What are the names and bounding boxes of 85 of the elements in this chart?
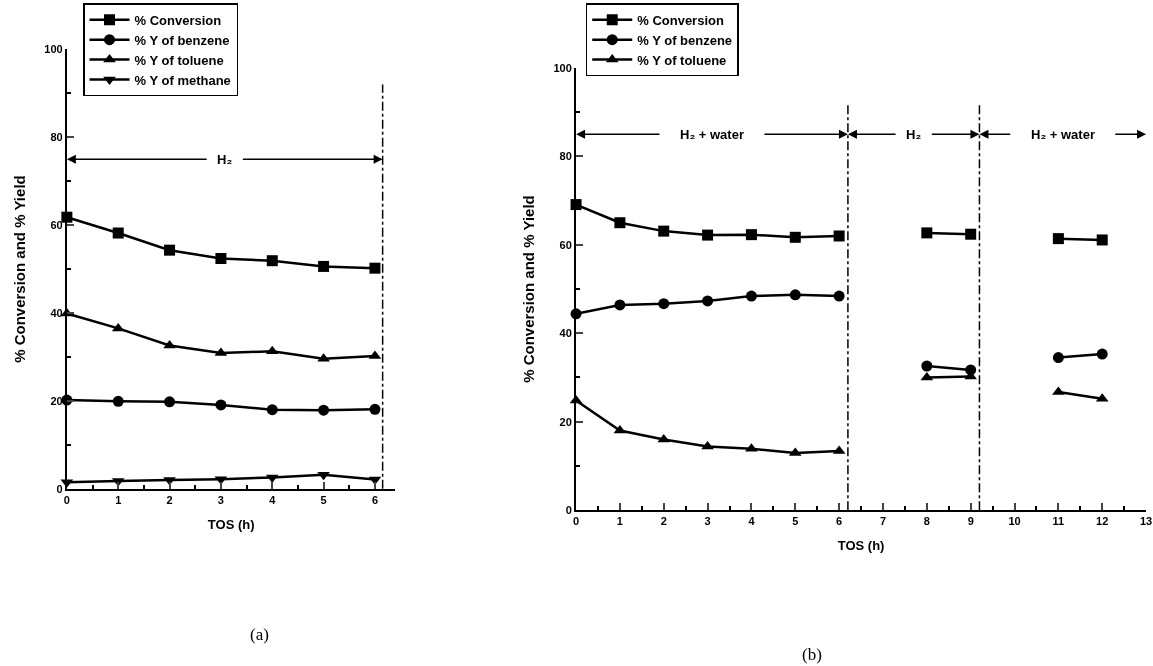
point [164,244,176,256]
y-tick-label: 20 [50,394,63,407]
x-tick-label: 3 [217,494,224,507]
y-axis-title: % Conversion and % Yield [11,175,29,363]
point [789,289,801,301]
point [318,404,330,416]
x-tick-label: 3 [704,515,711,528]
point [833,230,845,242]
point [702,229,714,241]
point [921,360,933,372]
legend-label: % Conversion [637,12,724,28]
annotation: H₂ [217,152,233,167]
legend-label: % Y of benzene [134,32,230,48]
point [111,322,125,332]
x-axis-title: TOS (h) [207,517,255,533]
annotation: H₂ [906,127,922,142]
x-tick-label: 10 [1008,515,1021,528]
x-tick-label: 0 [572,515,580,528]
x-tick-label: 1 [616,515,623,528]
y-tick-label: 80 [559,150,572,163]
point [1052,233,1064,245]
text: (a) [250,625,269,644]
point [657,433,671,443]
point [745,229,757,241]
y-axis-title: % Conversion and % Yield [520,195,538,383]
point [789,231,801,243]
point [215,399,227,411]
point [318,260,330,272]
legend-label: % Y of methane [134,72,231,88]
point [614,299,626,311]
x-tick-label: 9 [967,515,974,528]
x-tick-label: 4 [748,515,756,528]
point [701,440,714,450]
x-axis-title: TOS (h) [837,538,885,554]
x-tick-label: 7 [879,515,887,528]
x-tick-label: 12 [1096,515,1109,528]
point [1096,234,1108,246]
point [921,227,933,239]
point [215,253,227,265]
y-tick-label: 100 [553,61,572,74]
point [266,255,278,267]
point [1052,352,1064,364]
annotation: H₂ + water [680,127,744,142]
point [266,404,278,416]
point [702,295,714,307]
y-tick-label: 40 [50,306,63,319]
text: (b) [802,645,822,664]
legend-label: % Y of toluene [134,52,224,68]
y-tick-label: 0 [56,482,63,495]
x-tick-label: 2 [660,515,667,528]
y-tick-label: 80 [50,131,63,144]
legend-label: % Y of benzene [637,32,733,48]
y-tick-label: 20 [559,415,572,428]
point [658,225,670,237]
x-tick-label: 6 [371,494,379,507]
x-tick-label: 2 [166,494,173,507]
point [658,298,670,310]
point [265,345,279,355]
x-tick-label: 11 [1052,515,1065,528]
x-tick-label: 4 [269,494,277,507]
x-tick-label: 5 [320,494,327,507]
point [164,396,176,408]
y-tick-label: 60 [559,238,572,251]
point [614,217,626,229]
y-tick-label: 40 [559,327,572,340]
x-tick-label: 8 [923,515,930,528]
x-tick-label: 6 [836,515,843,528]
point [920,371,934,381]
legend-label: % Conversion [134,12,222,28]
point [369,262,381,274]
legend-label: % Y of toluene [637,52,727,68]
x-tick-label: 5 [792,515,799,528]
point [112,395,124,407]
point [1096,348,1108,360]
y-tick-label: 0 [565,504,572,516]
y-tick-label: 60 [50,218,63,231]
point [833,290,845,302]
point [369,403,381,415]
point [112,227,124,239]
x-tick-label: 13 [1139,515,1153,528]
point [965,228,977,240]
point [745,290,757,302]
x-tick-label: 1 [115,494,122,507]
y-tick-label: 100 [44,43,63,56]
annotation: H₂ + water [1031,127,1095,142]
